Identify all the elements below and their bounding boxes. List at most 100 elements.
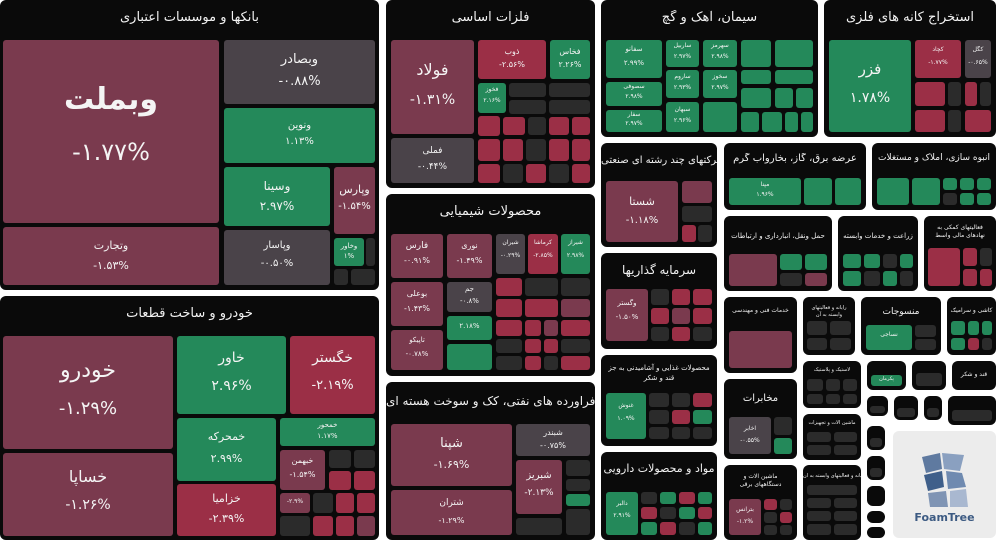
tile-small[interactable] xyxy=(336,493,354,513)
tile-small[interactable] xyxy=(503,139,523,161)
tile-small[interactable] xyxy=(496,278,522,296)
tile-small[interactable] xyxy=(496,320,522,336)
tile-small[interactable] xyxy=(682,181,712,203)
group-wood[interactable] xyxy=(867,396,888,416)
tile-small[interactable] xyxy=(843,379,857,391)
group-rubber[interactable]: لاستیک و پلاستیک xyxy=(803,361,861,408)
tile-small[interactable] xyxy=(525,278,558,296)
tile-small[interactable] xyxy=(775,40,813,67)
group-multi[interactable]: شرکتهای چند رشته ای صنعتی شستا -۱.۱۸% xyxy=(601,143,717,247)
tile-small[interactable] xyxy=(807,511,831,521)
group-banks[interactable]: بانکها و موسسات اعتباری وبملت -۱.۷۷% وبص… xyxy=(0,0,379,290)
group-agriculture[interactable]: زراعت و خدمات وابسته xyxy=(838,216,918,291)
tile-small[interactable] xyxy=(785,112,798,132)
tile-small[interactable] xyxy=(780,254,802,270)
group-construction[interactable]: انبوه سازی، املاک و مستغلات xyxy=(872,143,996,210)
tile-small[interactable] xyxy=(447,344,492,370)
tile-small[interactable] xyxy=(525,339,541,353)
tile-small[interactable] xyxy=(960,193,974,205)
tile-small[interactable] xyxy=(764,525,777,535)
tile-khmehvar[interactable]: خمحور ۱.۱۷% xyxy=(280,418,375,446)
tile-small[interactable] xyxy=(948,82,961,106)
tile-mbana[interactable]: مپنا ۱.۹۶% xyxy=(729,178,801,205)
tile-small[interactable] xyxy=(980,82,991,106)
tile-small[interactable] xyxy=(572,117,590,135)
tile-small[interactable] xyxy=(334,269,348,285)
tile-dalbar[interactable]: دالبر ۲.۹۱% xyxy=(606,492,638,535)
tile-shbandar[interactable]: شبندر -۰.۷۵% xyxy=(516,424,590,456)
group-small-2[interactable] xyxy=(924,396,942,420)
tile-small[interactable] xyxy=(651,327,669,341)
tile-fkhooz[interactable]: فخوز ۲.۱۶% xyxy=(478,83,506,113)
tile-nasaji[interactable]: نساجی xyxy=(866,325,912,350)
tile-vpasar[interactable]: وپاسار -۰.۵۰% xyxy=(224,230,330,285)
tile-small[interactable] xyxy=(729,331,792,368)
tile-small[interactable] xyxy=(805,273,827,286)
tile-small[interactable] xyxy=(651,308,669,324)
tile-small[interactable] xyxy=(729,254,777,286)
tile-small[interactable] xyxy=(980,248,992,266)
group-telecom[interactable]: مخابرات اخابر -۰.۵۵% xyxy=(724,379,797,459)
tile-vsina[interactable]: وسینا ۲.۹۷% xyxy=(224,167,330,226)
tile-small[interactable] xyxy=(660,522,676,535)
tile-shasta[interactable]: شستا -۱.۱۸% xyxy=(606,181,678,242)
tile-small[interactable] xyxy=(496,339,522,353)
tile-small[interactable] xyxy=(834,445,857,455)
tile-shapna[interactable]: شپنا -۱.۶۹% xyxy=(391,424,512,486)
tile-vbmellat[interactable]: وبملت -۱.۷۷% xyxy=(3,40,219,223)
tile-small[interactable] xyxy=(351,269,375,285)
group-small-8[interactable] xyxy=(867,527,885,538)
tile-small[interactable] xyxy=(980,269,992,286)
group-investment[interactable]: سرمایه گذاریها وگستر -۱.۵۰% xyxy=(601,253,717,349)
tile-small[interactable] xyxy=(807,432,831,442)
tile-small[interactable] xyxy=(525,356,541,370)
tile-small[interactable] xyxy=(826,379,840,391)
tile-fkhas[interactable]: فخاس ۲.۲۶% xyxy=(550,40,590,79)
tile-small[interactable] xyxy=(672,289,690,305)
tile-cement1[interactable]: سفانو ۲.۹۹% xyxy=(606,40,662,78)
group-chemical[interactable]: محصولات شیمیایی فارس -۰.۹۱% نوری -۱.۴۹% … xyxy=(386,194,595,376)
tile-small[interactable] xyxy=(796,88,813,108)
tile-small[interactable] xyxy=(672,327,690,341)
tile-small[interactable] xyxy=(864,254,880,268)
tile-small[interactable] xyxy=(900,271,913,286)
tile-shiraz[interactable]: شیراز ۲.۹۸% xyxy=(561,234,590,274)
tile-small[interactable] xyxy=(982,321,992,335)
tile-small[interactable] xyxy=(528,117,546,135)
tile-small[interactable] xyxy=(561,339,590,353)
group-computer[interactable]: رایانه و فعالیتهای وابسته به آن xyxy=(803,297,855,355)
tile-small[interactable] xyxy=(968,321,979,335)
tile-small[interactable] xyxy=(478,164,500,183)
tile-small[interactable] xyxy=(549,83,590,97)
tile-fazar[interactable]: فزر ۱.۷۸% xyxy=(829,40,911,132)
tile-small[interactable] xyxy=(679,522,695,535)
tile-cement7[interactable]: سفار ۲.۹۷% xyxy=(606,110,662,132)
tile-small[interactable] xyxy=(354,450,375,468)
tile-small[interactable] xyxy=(313,516,333,536)
tile-fameli[interactable]: فملی -۰.۴۴% xyxy=(391,138,474,183)
tile-small[interactable] xyxy=(566,479,590,491)
tile-small[interactable] xyxy=(965,110,991,132)
tile-small[interactable] xyxy=(509,100,546,114)
group-textile[interactable]: منسوجات نساجی xyxy=(861,297,941,355)
tile-small[interactable] xyxy=(561,320,590,336)
tile-small[interactable] xyxy=(804,178,832,205)
tile-small[interactable] xyxy=(649,427,669,439)
tile-small[interactable] xyxy=(835,178,861,205)
tile-small[interactable] xyxy=(897,408,915,417)
tile-small[interactable] xyxy=(877,178,909,205)
tile-small[interactable] xyxy=(549,164,569,183)
tile-khzamia[interactable]: خزامیا -۲.۳۹% xyxy=(177,484,276,536)
tile-small[interactable] xyxy=(649,410,669,424)
tile-small[interactable] xyxy=(805,254,827,270)
tile-cement6[interactable]: سخوز ۲.۹۷% xyxy=(703,70,737,98)
tile-vpars[interactable]: وپارس -۱.۵۴% xyxy=(334,167,375,234)
group-tile[interactable]: کاشی و سرامیک xyxy=(947,297,996,355)
tile-khodro[interactable]: خودرو -۱.۲۹% xyxy=(3,336,173,449)
tile-small[interactable] xyxy=(830,321,851,335)
tile-small[interactable] xyxy=(693,427,712,439)
tile-cement8[interactable]: سبهان ۲.۹۶% xyxy=(666,102,699,132)
tile-small[interactable] xyxy=(843,394,857,404)
tile-small[interactable] xyxy=(774,417,792,435)
group-auto[interactable]: خودرو و ساخت قطعات خودرو -۱.۲۹% خاور ۲.۹… xyxy=(0,296,379,540)
